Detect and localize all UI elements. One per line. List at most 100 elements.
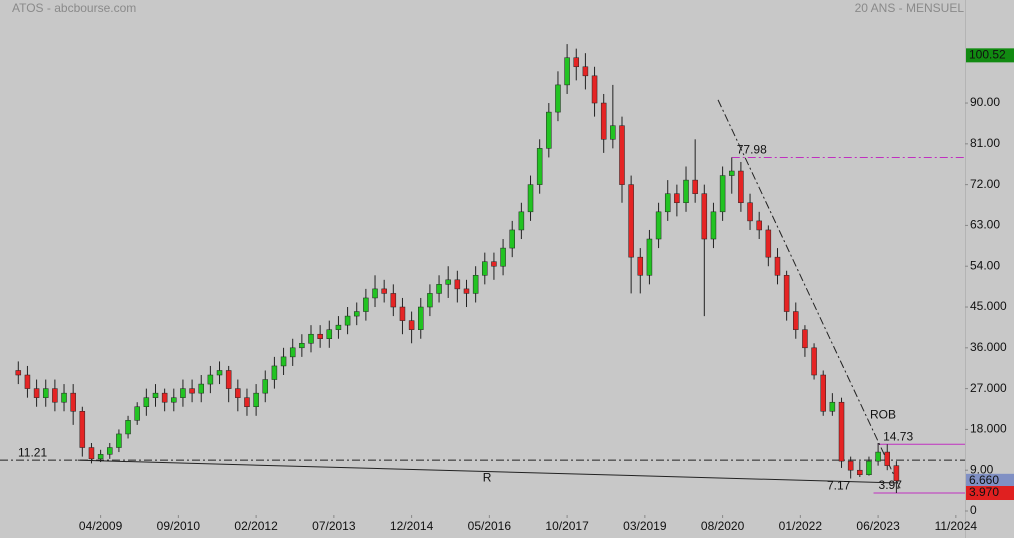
- trend-line: [77, 459, 897, 484]
- x-tick-label: 12/2014: [390, 519, 434, 533]
- candle-body: [171, 397, 177, 403]
- candle-body: [536, 148, 543, 185]
- candle-body: [710, 211, 717, 240]
- candle-body: [61, 392, 67, 403]
- candle-body: [811, 347, 817, 376]
- candle-body: [884, 451, 891, 466]
- candle-body: [756, 220, 762, 231]
- candle-body: [353, 311, 360, 317]
- candle-body: [674, 193, 680, 204]
- candle-body: [42, 388, 49, 398]
- candle-body: [664, 193, 671, 213]
- candle-body: [555, 84, 561, 113]
- candle-body: [317, 333, 323, 339]
- candle-body: [70, 392, 76, 412]
- candle-body: [326, 329, 333, 339]
- y-tick-label: 36.000: [970, 340, 1007, 354]
- candle-body: [646, 238, 653, 276]
- x-tick-label: 11/2024: [935, 519, 978, 533]
- candle-body: [427, 293, 433, 308]
- price-label: 6.660: [969, 473, 999, 487]
- candle-body: [408, 320, 415, 330]
- candle-body: [436, 284, 442, 294]
- candle-body: [582, 66, 589, 77]
- candle-body: [857, 469, 863, 475]
- price-box: [966, 48, 1014, 63]
- candle-body: [253, 392, 259, 407]
- candle-body: [600, 102, 607, 140]
- candle-body: [591, 75, 598, 104]
- price-label: 100.52: [969, 48, 1006, 62]
- candle-body: [97, 454, 104, 460]
- reference-label: 11.21: [18, 445, 47, 459]
- x-tick-label: 02/2012: [234, 519, 278, 533]
- candle-body: [719, 175, 726, 213]
- x-tick-label: 09/2010: [157, 519, 201, 533]
- x-tick-label: 06/2023: [856, 519, 900, 533]
- candle-body: [610, 125, 616, 140]
- candle-body: [207, 374, 214, 385]
- candle-body: [838, 401, 845, 462]
- candle-body: [15, 370, 22, 376]
- candle-body: [88, 447, 95, 460]
- candle-body: [783, 275, 790, 312]
- candle-body: [216, 370, 223, 376]
- candle-body: [628, 184, 634, 258]
- candle-body: [564, 57, 570, 86]
- candle-body: [692, 179, 698, 194]
- candle-body: [308, 333, 314, 344]
- candle-body: [24, 374, 31, 389]
- candle-body: [820, 374, 826, 412]
- candle-body: [500, 247, 506, 267]
- candle-body: [289, 347, 296, 358]
- price-box: [966, 486, 1014, 501]
- candle-body: [189, 388, 195, 394]
- candle-body: [747, 202, 753, 222]
- trend-line: [717, 99, 902, 491]
- candle-body: [381, 288, 387, 294]
- candle-body: [33, 388, 40, 398]
- price-label: 3.970: [969, 485, 999, 499]
- candle-body: [619, 125, 625, 185]
- candle-body: [143, 397, 150, 407]
- candle-body: [299, 343, 305, 349]
- candle-body: [847, 460, 854, 471]
- candle-body: [875, 451, 881, 462]
- candle-body: [637, 256, 644, 276]
- candle-body: [225, 370, 232, 389]
- x-tick-label: 08/2020: [701, 519, 745, 533]
- candle-body: [418, 306, 424, 330]
- candle-body: [729, 170, 735, 176]
- candle-body: [518, 211, 525, 231]
- candle-body: [262, 379, 269, 394]
- candle-body: [509, 229, 515, 249]
- candle-body: [125, 420, 131, 435]
- candle-body: [271, 365, 278, 380]
- candle-body: [829, 401, 836, 412]
- candle-body: [335, 324, 342, 330]
- candle-body: [491, 261, 497, 267]
- y-tick-label: 18.000: [970, 422, 1007, 436]
- candle-body: [161, 392, 168, 403]
- candle-body: [866, 460, 872, 475]
- x-tick-label: 05/2016: [468, 519, 512, 533]
- candle-body: [344, 315, 351, 326]
- candle-body: [372, 288, 378, 299]
- candle-body: [463, 288, 470, 294]
- candle-body: [454, 279, 461, 290]
- candle-body: [527, 184, 534, 213]
- candle-body: [701, 193, 708, 240]
- candle-body: [152, 392, 159, 398]
- y-tick-label: 90.00: [970, 95, 1000, 109]
- candle-body: [198, 383, 204, 394]
- x-tick-label: 04/2009: [79, 519, 123, 533]
- candle-body: [235, 388, 241, 398]
- candle-body: [546, 111, 552, 149]
- candle-body: [893, 465, 900, 482]
- candle-body: [52, 388, 58, 403]
- candle-body: [793, 311, 799, 330]
- candle-body: [765, 229, 772, 258]
- y-tick-label: 81.00: [970, 136, 1000, 150]
- candle-body: [180, 388, 186, 398]
